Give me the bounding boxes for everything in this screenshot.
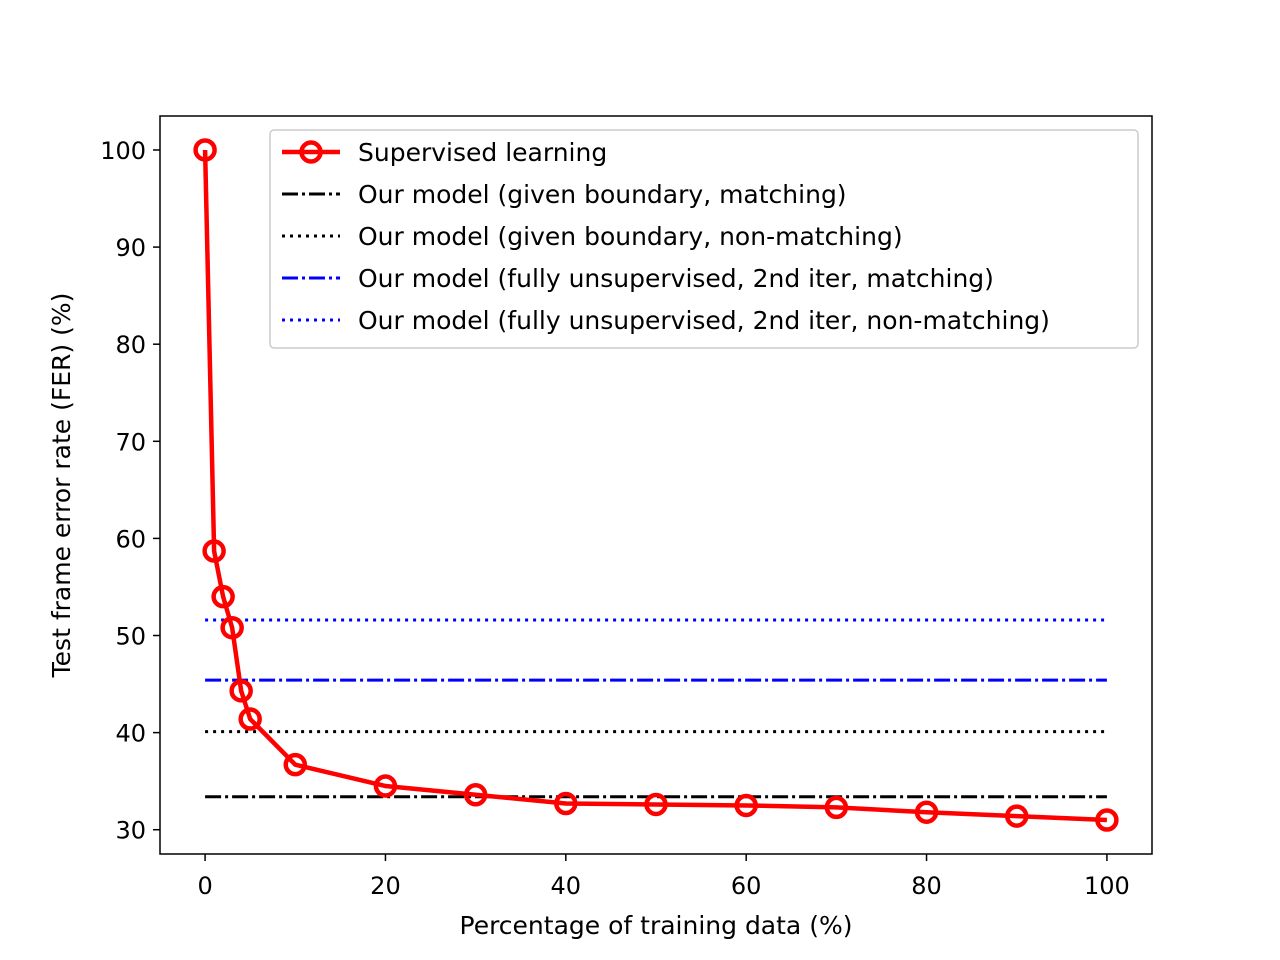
legend-entry: Our model (fully unsupervised, 2nd iter,… [282,306,1050,335]
legend-label: Supervised learning [358,138,607,167]
legend-marker [299,140,323,164]
data-point [283,752,308,777]
y-tick-label: 60 [115,525,146,553]
y-tick-label: 90 [115,234,146,262]
legend-label: Our model (fully unsupervised, 2nd iter,… [358,306,1050,335]
data-point [824,795,849,820]
x-tick-label: 100 [1084,872,1130,900]
y-tick-label: 80 [115,331,146,359]
y-axis-label: Test frame error rate (FER) (%) [47,293,76,679]
ticks-layer: 0 20 40 60 80 100 30 40 50 60 70 80 90 100 [100,137,1130,900]
x-tick-label: 20 [370,872,401,900]
data-point [373,774,398,798]
data-point [463,783,488,807]
data-point [734,793,758,818]
data-point [193,138,217,162]
legend-box [269,129,1139,349]
data-point [202,539,226,563]
data-point [220,615,244,640]
legend-label: Our model (given boundary, matching) [358,180,847,209]
data-point [554,791,578,816]
x-tick-label: 40 [551,872,582,900]
legend-entry: Our model (given boundary, non-matching) [282,222,903,251]
series-line-1 [202,149,1108,823]
data-point [229,679,253,703]
series-layer [193,138,1119,832]
legend-label: Our model (fully unsupervised, 2nd iter,… [358,264,994,293]
y-tick-label: 50 [115,623,146,651]
legend-label: Our model (given boundary, non-matching) [358,222,903,251]
legend: Supervised learning Our model (given boun… [269,129,1139,349]
y-tick-label: 40 [115,720,146,748]
y-tick-label: 100 [100,137,146,165]
x-tick-label: 80 [911,872,942,900]
y-tick-label: 30 [115,817,146,845]
x-tick-label: 0 [197,872,212,900]
data-point [238,707,262,731]
plot-frame [159,115,1153,855]
legend-entry: Supervised learning [282,138,607,167]
x-axis-label: Percentage of training data (%) [460,911,853,940]
y-tick-label: 70 [115,428,146,456]
data-point [1095,808,1119,832]
legend-entry: Our model (fully unsupervised, 2nd iter,… [282,264,994,293]
data-point [1004,804,1029,828]
data-point [914,800,939,824]
data-point [211,584,235,609]
x-tick-label: 60 [731,872,762,900]
legend-entry: Our model (given boundary, matching) [282,180,847,209]
data-point [644,792,668,817]
